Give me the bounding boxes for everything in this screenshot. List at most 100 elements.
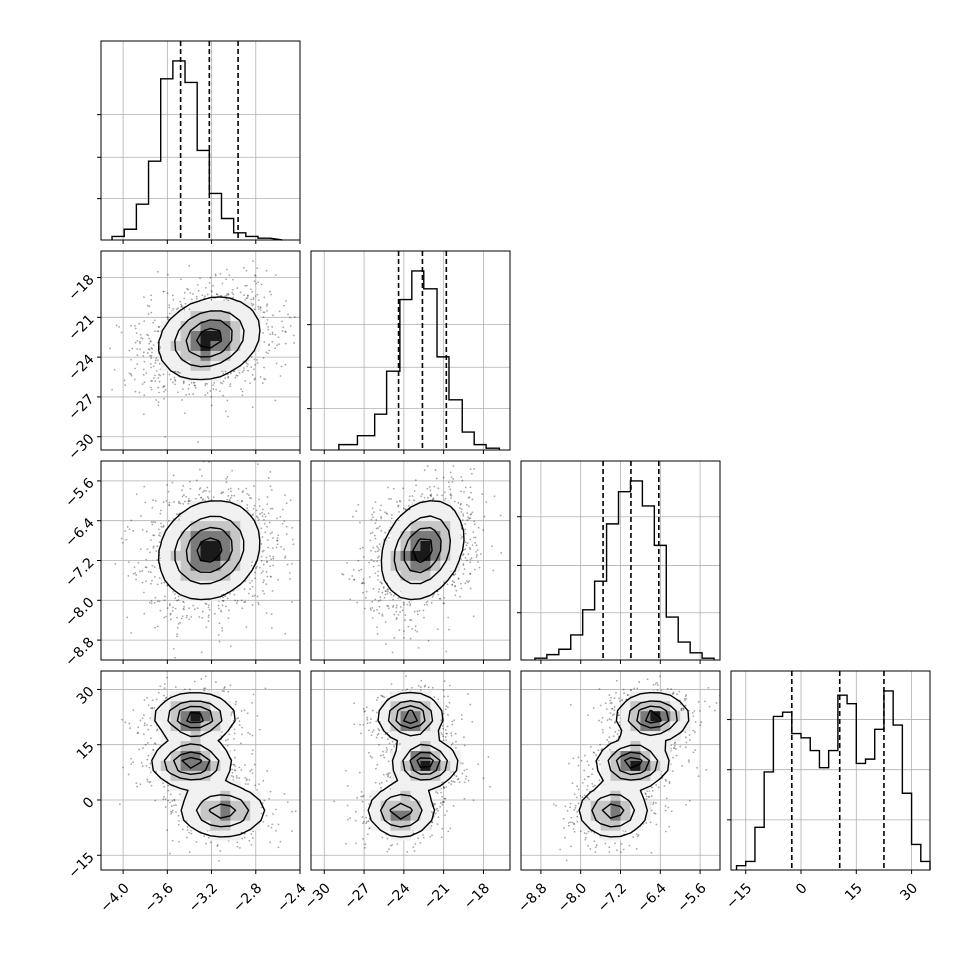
sample-point [149, 340, 152, 343]
sample-point [451, 480, 454, 483]
sample-point [293, 342, 295, 344]
density-cell [220, 500, 231, 512]
sample-point [426, 465, 429, 468]
sample-point [225, 278, 227, 281]
sample-point [371, 600, 374, 603]
sample-point [207, 614, 210, 617]
sample-point [206, 486, 209, 489]
sample-point [265, 612, 268, 614]
sample-point [258, 505, 261, 507]
sample-point [467, 553, 470, 556]
density-cell [230, 550, 241, 561]
sample-point [187, 502, 190, 505]
sample-point [190, 381, 193, 384]
sample-point [256, 463, 259, 466]
sample-point [179, 300, 182, 303]
sample-point [245, 362, 248, 364]
sample-point [423, 496, 426, 499]
density-cell [210, 520, 221, 532]
sample-point [377, 527, 379, 529]
density-cell [160, 350, 172, 361]
density-cell [250, 530, 261, 541]
sample-point [275, 546, 278, 549]
sample-point [250, 497, 253, 500]
sample-point [270, 626, 273, 629]
sample-point [177, 595, 180, 598]
sample-point [208, 490, 211, 493]
sample-point [460, 582, 462, 585]
sample-point [176, 616, 178, 619]
sample-point [265, 570, 268, 573]
sample-point [241, 371, 244, 373]
sample-point [195, 295, 198, 298]
sample-point [475, 555, 478, 558]
sample-point [181, 615, 184, 618]
sample-point [377, 546, 379, 549]
sample-point [289, 578, 291, 580]
sample-point [171, 294, 174, 297]
density-cell [180, 550, 191, 561]
sample-point [251, 604, 254, 606]
sample-point [271, 340, 274, 343]
density-cell [400, 530, 411, 541]
sample-point [152, 344, 155, 346]
sample-point [395, 604, 398, 607]
sample-point [194, 386, 197, 389]
sample-point [181, 495, 184, 498]
sample-point [270, 558, 273, 561]
sample-point [465, 580, 468, 582]
sample-point [493, 495, 496, 498]
sample-point [435, 477, 438, 480]
sample-point [369, 532, 372, 535]
sample-point [228, 499, 231, 501]
sample-point [136, 363, 139, 366]
density-cell [430, 550, 441, 561]
sample-point [285, 300, 287, 302]
sample-point [111, 388, 113, 391]
sample-point [468, 496, 471, 499]
density-cell [220, 530, 231, 541]
density-cell [430, 510, 441, 522]
sample-point [251, 304, 254, 307]
sample-point [159, 532, 161, 534]
sample-point [197, 289, 200, 292]
density-cell [200, 300, 211, 312]
sample-point [152, 321, 155, 324]
sample-point [138, 322, 141, 325]
sample-point [371, 531, 374, 534]
sample-point [240, 500, 243, 503]
sample-point [359, 547, 362, 550]
sample-point [182, 607, 185, 610]
sample-point [207, 620, 210, 623]
sample-point [196, 284, 199, 286]
sample-point [474, 542, 477, 544]
sample-point [254, 363, 256, 366]
sample-point [221, 627, 223, 629]
sample-point [210, 299, 213, 301]
sample-point [465, 544, 468, 547]
sample-point [232, 776, 235, 778]
sample-point [241, 390, 244, 393]
sample-point [361, 546, 364, 549]
sample-point [277, 336, 280, 339]
sample-point [356, 601, 359, 604]
sample-point [245, 626, 248, 628]
sample-point [178, 518, 180, 521]
sample-point [171, 381, 174, 384]
density-cell [200, 570, 211, 581]
density-cell [420, 550, 431, 561]
sample-point [208, 461, 210, 463]
sample-point [447, 481, 450, 484]
sample-point [274, 399, 277, 402]
density-cell [450, 520, 461, 532]
joint-panel-3_0 [97, 670, 301, 874]
sample-point [388, 497, 390, 500]
density-cell [200, 350, 211, 361]
density-cell [240, 570, 251, 581]
sample-point [462, 563, 465, 565]
sample-point [363, 582, 366, 585]
density-cell [170, 320, 181, 331]
sample-point [182, 381, 185, 383]
sample-point [124, 530, 127, 532]
sample-point [378, 548, 380, 551]
